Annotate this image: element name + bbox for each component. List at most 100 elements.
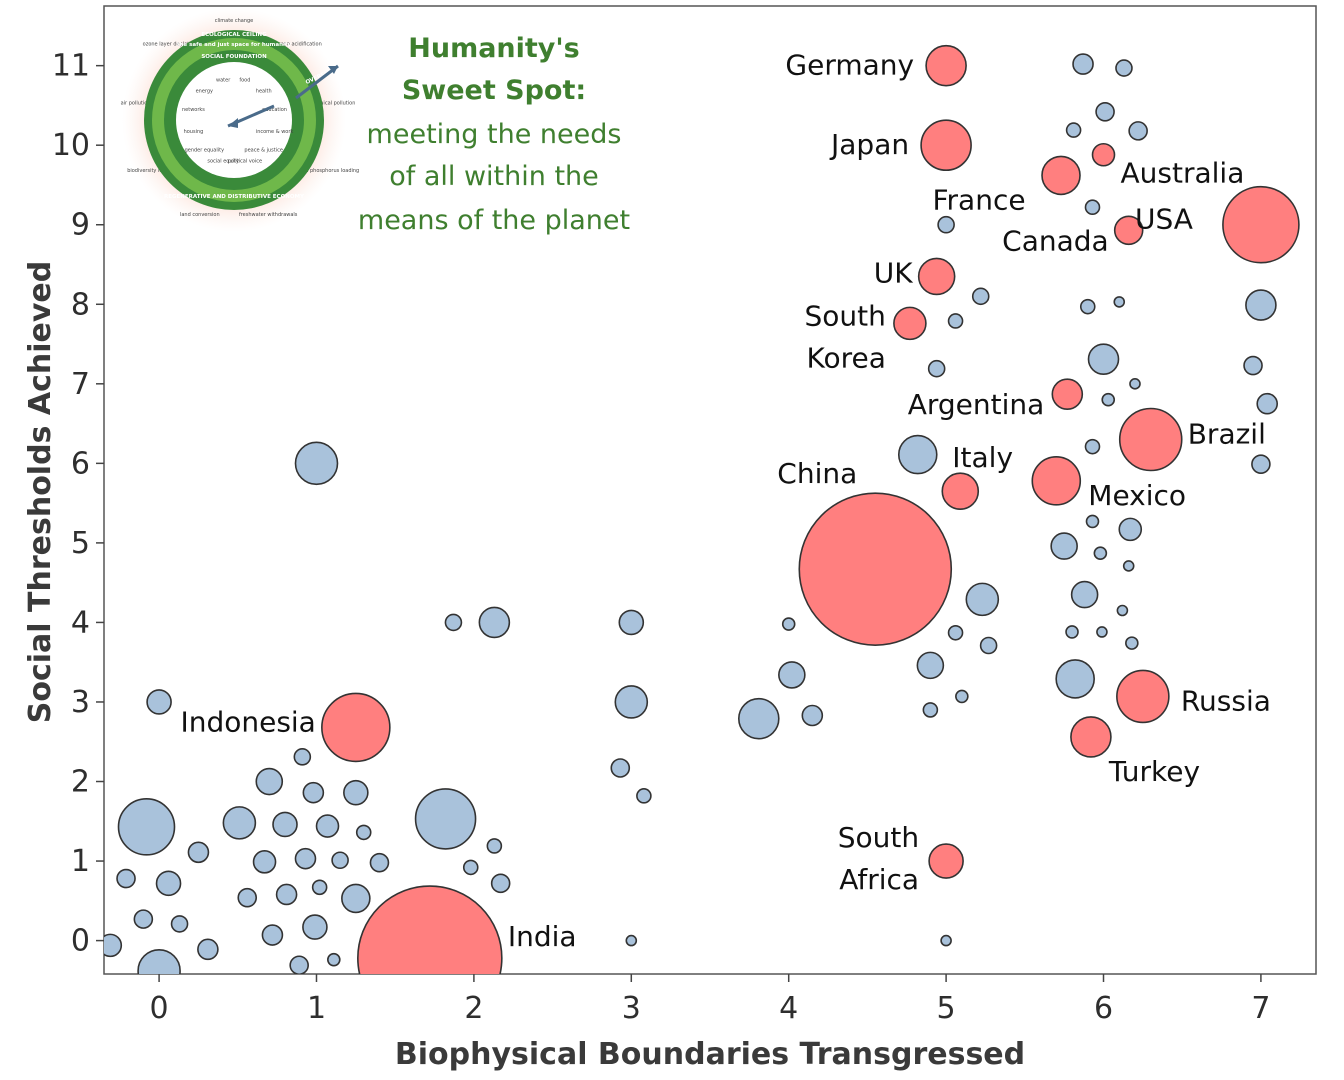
bubble-brazil <box>1118 407 1183 472</box>
country-bubble <box>275 883 298 906</box>
country-bubble <box>294 441 339 486</box>
y-tick-label: 3 <box>71 685 90 720</box>
country-bubble <box>137 949 181 974</box>
x-tick-label: 3 <box>622 991 641 1026</box>
label-australia: Australia <box>1121 157 1245 190</box>
country-bubble <box>311 879 328 896</box>
country-bubble <box>916 651 945 680</box>
y-tick-label: 6 <box>71 446 90 481</box>
x-tick-label: 0 <box>150 991 169 1026</box>
bubble-china <box>798 492 953 646</box>
donut-inner-label: gender equality <box>185 148 225 154</box>
label-indonesia: Indonesia <box>180 705 315 738</box>
country-bubble <box>625 934 638 947</box>
donut-outer-labels: climate change ocean acidification chemica… <box>121 18 360 218</box>
country-bubble <box>197 938 219 961</box>
country-bubble <box>1055 659 1095 699</box>
label-south-korea: South <box>805 299 886 332</box>
donut-outer-label: ozone layer depletion <box>143 41 197 47</box>
donut-inner-label: water <box>216 77 231 83</box>
country-bubble <box>462 859 479 876</box>
country-bubble <box>331 851 349 870</box>
country-bubble <box>170 915 189 933</box>
bubble-south-africa <box>928 843 964 879</box>
country-bubble <box>614 685 649 719</box>
country-bubble <box>1125 636 1139 650</box>
label-germany: Germany <box>785 49 914 82</box>
y-tick-label: 9 <box>71 208 90 243</box>
donut-foundation-label: SOCIAL FOUNDATION <box>201 54 267 60</box>
shortfall-arrowhead-icon <box>228 118 238 128</box>
country-bubble <box>1115 59 1133 77</box>
label-russia: Russia <box>1181 684 1271 717</box>
country-bubble <box>1084 199 1101 216</box>
country-bubble <box>927 359 946 378</box>
country-bubble <box>1096 626 1108 638</box>
country-bubble <box>327 952 341 967</box>
label-south-africa: South <box>838 821 919 854</box>
bubble-south-korea <box>893 306 927 341</box>
country-bubble <box>155 870 182 897</box>
country-bubble <box>187 841 210 864</box>
headline-line-1: Humanity's <box>408 33 580 64</box>
donut-inner-label: networks <box>182 107 205 113</box>
subline-line-2: of all within the <box>389 161 599 192</box>
donut-inner-label: health <box>256 88 272 94</box>
donut-outer-label: air pollution <box>121 101 151 107</box>
country-bubble <box>897 434 938 475</box>
label-turkey: Turkey <box>1108 755 1200 788</box>
y-tick-label: 4 <box>71 605 90 640</box>
bubble-india <box>357 885 503 974</box>
subline-line-1: meeting the needs <box>367 119 622 150</box>
country-bubble <box>1084 438 1101 455</box>
label-italy: Italy <box>952 441 1013 474</box>
country-bubble <box>104 933 123 958</box>
country-bubble <box>979 636 998 655</box>
subline-line-3: means of the planet <box>358 205 630 236</box>
points-layer <box>104 44 1300 974</box>
country-bubble <box>1245 289 1277 321</box>
country-bubble <box>955 689 969 704</box>
country-bubble <box>294 847 317 870</box>
label-canada: Canada <box>1002 224 1109 257</box>
country-bubble <box>1079 298 1096 315</box>
country-bubble <box>222 806 257 840</box>
donut-outer-label: freshwater withdrawals <box>239 212 298 218</box>
donut-outer-label: biodiversity loss <box>127 168 168 174</box>
donut-inner-labels: water food health education income & work pea… <box>182 77 293 164</box>
y-tick-label: 1 <box>71 844 90 879</box>
country-bubble <box>1095 101 1115 122</box>
bubble-france <box>1041 155 1081 196</box>
inset-headline: Humanity's Sweet Spot: meeting the needs… <box>358 33 630 236</box>
label-china: China <box>777 457 857 490</box>
bubble-indonesia <box>321 692 391 763</box>
country-bubble <box>1251 454 1271 474</box>
y-tick-label: 8 <box>71 287 90 322</box>
label-brazil: Brazil <box>1188 417 1266 450</box>
country-bubble <box>133 909 154 929</box>
country-bubble <box>947 313 964 329</box>
country-bubble <box>414 788 477 850</box>
bubble-germany <box>925 44 967 87</box>
y-tick-label: 7 <box>71 367 90 402</box>
bubble-australia <box>1091 142 1116 167</box>
y-tick-label: 11 <box>52 49 90 84</box>
overshoot-arrowhead-icon <box>328 66 338 74</box>
country-bubble <box>1072 53 1094 75</box>
country-bubble <box>255 767 284 796</box>
country-bubble <box>1256 392 1279 415</box>
bubble-italy <box>941 472 980 510</box>
donut-inner-label: political voice <box>228 159 262 165</box>
donut-inner-label: peace & justice <box>244 148 283 154</box>
label-japan: Japan <box>829 128 909 161</box>
donut-inner-label: housing <box>184 129 204 135</box>
country-bubble <box>272 811 298 838</box>
label-uk: UK <box>874 256 913 289</box>
country-bubble <box>1050 532 1078 560</box>
country-bubble <box>1243 355 1263 376</box>
country-bubble <box>490 873 511 894</box>
country-labels-layer: Germany Japan Australia France Canada USA UK So… <box>180 49 1270 953</box>
label-india: India <box>508 920 577 953</box>
donut-inner-label: food <box>239 77 250 83</box>
